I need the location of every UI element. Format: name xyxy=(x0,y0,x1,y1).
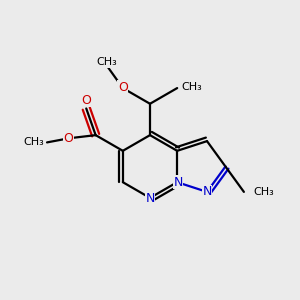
Text: O: O xyxy=(81,94,91,107)
Text: N: N xyxy=(145,192,155,205)
Text: N: N xyxy=(202,185,212,198)
Text: CH₃: CH₃ xyxy=(23,137,44,147)
Text: CH₃: CH₃ xyxy=(97,57,118,67)
Text: N: N xyxy=(173,176,183,189)
Text: O: O xyxy=(118,81,128,94)
Text: O: O xyxy=(63,132,73,145)
Text: CH₃: CH₃ xyxy=(181,82,202,92)
Text: CH₃: CH₃ xyxy=(254,187,274,197)
